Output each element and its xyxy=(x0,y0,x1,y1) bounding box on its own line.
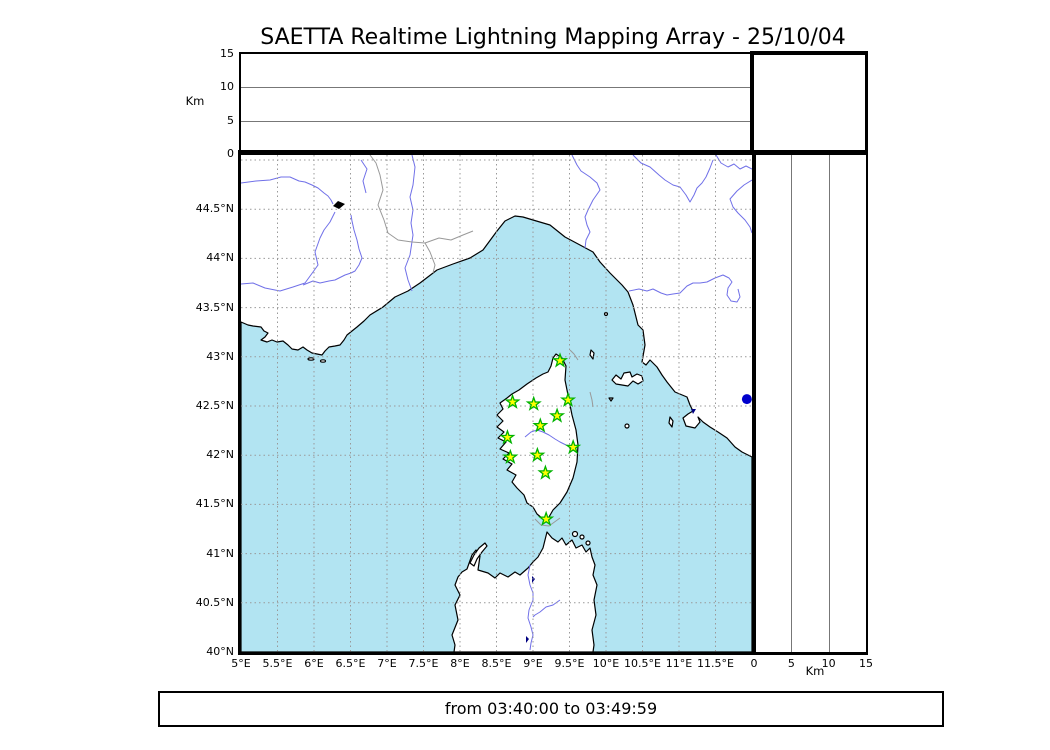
lakes xyxy=(333,201,696,643)
border-france-italy xyxy=(369,155,436,274)
lightning-events-group xyxy=(741,394,752,405)
country-borders xyxy=(369,155,594,527)
river-tanaro xyxy=(571,155,601,249)
lagoon-orbetello xyxy=(691,409,696,414)
river-var xyxy=(404,155,416,292)
lma-station-star-12 xyxy=(538,510,555,527)
island-corsica xyxy=(496,353,579,520)
top-panel-ytick-5: 5 xyxy=(227,113,234,127)
island-giglio xyxy=(668,416,674,428)
map-xtick-5: 5°E xyxy=(231,657,251,670)
contour-capcorse-1 xyxy=(569,349,579,361)
map-ytick-44.5: 44.5°N xyxy=(195,202,234,216)
map-ytick-42: 42°N xyxy=(206,448,234,462)
top-panel-gridline-5km xyxy=(241,120,752,122)
top-panel-ytick-10: 10 xyxy=(220,80,234,94)
map-xtick-9: 9°E xyxy=(523,657,543,670)
island-maddalena-1 xyxy=(571,530,579,538)
map-panel xyxy=(238,150,756,655)
lake-sardinia-1 xyxy=(532,576,535,583)
map-xtick-9.5: 9.5°E xyxy=(554,657,585,670)
lma-station-star-4 xyxy=(559,391,577,407)
top-panel-km-label: Km xyxy=(185,94,205,108)
altitude-latitude-panel xyxy=(750,150,868,655)
river-northeast xyxy=(729,179,752,234)
river-verdon xyxy=(302,214,363,286)
lma-station-star-6 xyxy=(532,417,549,433)
map-ytick-40: 40°N xyxy=(206,645,234,658)
plot-title: SAETTA Realtime Lightning Mapping Array … xyxy=(260,25,846,50)
river-roya xyxy=(360,159,368,194)
lma-station-star-9 xyxy=(502,448,519,465)
lma-station-star-10 xyxy=(529,446,546,463)
map-xtick-5.5: 5.5°E xyxy=(262,657,293,670)
lma-station-star-7 xyxy=(499,429,516,445)
altitude-longitude-panel xyxy=(239,52,754,154)
map-xtick-6: 6°E xyxy=(304,657,324,670)
map-xtick-10: 10°E xyxy=(592,657,620,670)
map-xtick-11.5: 11.5°E xyxy=(697,657,734,670)
lma-station-star-1 xyxy=(551,352,569,368)
river-durance-upper xyxy=(241,176,334,205)
contour-bonifacio xyxy=(534,517,561,527)
time-window-box: from 03:40:00 to 03:49:59 xyxy=(158,691,944,727)
lma-station-star-11 xyxy=(537,464,554,480)
river-arno xyxy=(628,274,741,303)
river-po-tributary xyxy=(632,155,714,203)
lake-serre-poncon xyxy=(333,201,345,209)
river-topright xyxy=(715,155,752,170)
top-panel-ytick-0: 0 xyxy=(227,147,234,160)
altitude-corner-box xyxy=(750,51,868,154)
right-panel-xtick-0: 0 xyxy=(750,657,758,670)
right-panel-km-label: Km xyxy=(805,664,825,678)
map-ytick-43: 43°N xyxy=(206,349,234,363)
map-xtick-10.5: 10.5°E xyxy=(624,657,661,670)
island-maddalena-3 xyxy=(585,540,591,546)
island-hyeres-2 xyxy=(319,359,327,363)
map-xtick-7: 7°E xyxy=(377,657,397,670)
lma-station-star-2 xyxy=(504,393,521,409)
map-svg xyxy=(241,155,752,652)
river-golo-corsica xyxy=(524,429,573,448)
top-panel-gridline-10km xyxy=(241,87,752,89)
lightning-event-dot-0 xyxy=(741,394,752,405)
time-window-text: from 03:40:00 to 03:49:59 xyxy=(444,699,658,718)
map-xtick-7.5: 7.5°E xyxy=(408,657,439,670)
map-ytick-44: 44°N xyxy=(206,251,234,265)
island-hyeres-1 xyxy=(307,357,315,361)
island-asinara xyxy=(469,542,488,567)
map-xtick-8.5: 8.5°E xyxy=(481,657,512,670)
map-ytick-41.5: 41.5°N xyxy=(195,497,234,511)
border-branch xyxy=(424,230,474,244)
right-panel-gridline-10km xyxy=(828,155,830,652)
lake-sardinia-2 xyxy=(526,636,529,643)
lma-station-star-5 xyxy=(549,407,566,423)
lma-stations-group xyxy=(499,352,582,527)
map-xtick-6.5: 6.5°E xyxy=(335,657,366,670)
map-xtick-11: 11°E xyxy=(665,657,693,670)
river-durance xyxy=(241,211,336,292)
island-maddalena-2 xyxy=(579,534,585,540)
island-pianosa xyxy=(608,397,614,402)
islands xyxy=(307,311,674,652)
river-sardinia-1 xyxy=(527,564,534,651)
map-ytick-42.5: 42.5°N xyxy=(195,399,234,412)
map-ytick-43.5: 43.5°N xyxy=(195,300,234,314)
island-montecristo xyxy=(624,423,630,429)
river-sardinia-2 xyxy=(532,599,561,618)
right-panel-xtick-15: 15 xyxy=(859,657,873,670)
map-ytick-40.5: 40.5°N xyxy=(195,595,234,609)
lma-station-star-8 xyxy=(565,438,582,455)
right-panel-gridline-5km xyxy=(791,155,793,652)
lma-station-star-3 xyxy=(525,395,542,411)
rivers xyxy=(241,155,752,651)
contour-capcorse-2 xyxy=(589,391,594,408)
map-xtick-8: 8°E xyxy=(450,657,470,670)
map-ytick-41: 41°N xyxy=(206,546,234,560)
